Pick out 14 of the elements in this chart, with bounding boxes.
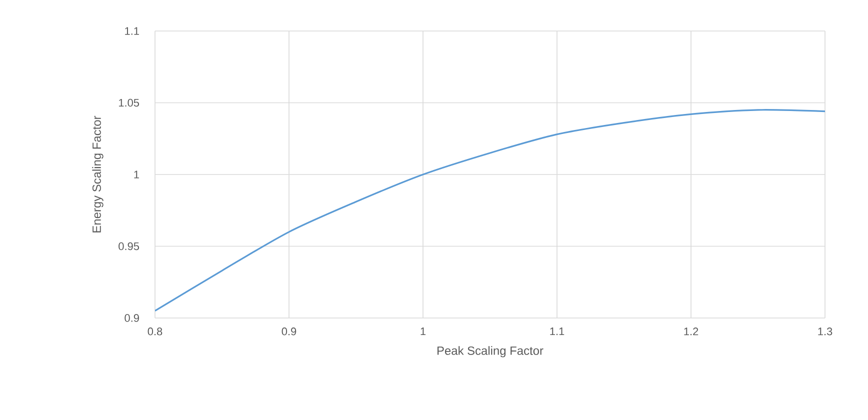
y-tick-label: 0.95 bbox=[118, 242, 140, 250]
y-tick-label: 1 bbox=[134, 170, 139, 178]
x-tick-label: 0.8 bbox=[148, 328, 162, 336]
x-tick-label: 1.1 bbox=[550, 328, 564, 336]
x-tick-label: 1.2 bbox=[684, 328, 698, 336]
x-tick-label: 0.9 bbox=[282, 328, 296, 336]
line-series bbox=[155, 109, 826, 312]
y-axis-title: Energy Scaling Factor bbox=[92, 116, 104, 232]
y-tick-label: 0.9 bbox=[124, 314, 139, 322]
x-tick-label: 1.3 bbox=[818, 328, 832, 336]
x-axis-title: Peak Scaling Factor bbox=[438, 346, 544, 358]
x-tick-label: 1 bbox=[420, 328, 426, 336]
y-tick-label: 1.05 bbox=[118, 98, 140, 107]
y-tick-label: 1.1 bbox=[125, 27, 139, 35]
